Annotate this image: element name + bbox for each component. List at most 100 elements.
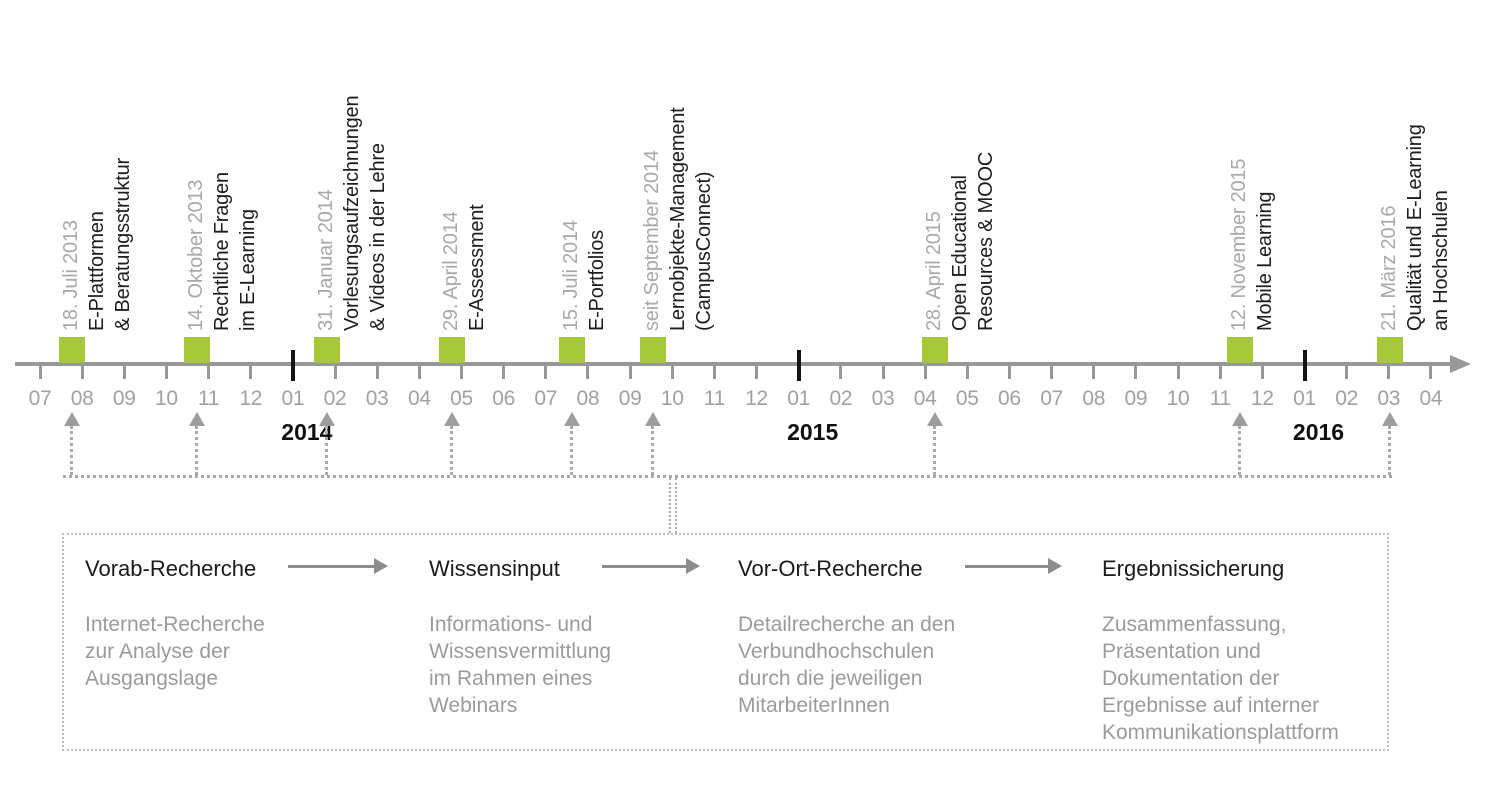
- event-marker: [1377, 337, 1403, 363]
- dotted-arrow-tail: [70, 426, 73, 475]
- event-marker: [1227, 337, 1253, 363]
- month-tick: [38, 366, 42, 379]
- event-label: 18. Juli 2013 E-Plattformen & Beratungsstr…: [58, 158, 136, 331]
- month-label: 08: [576, 387, 600, 410]
- month-label: 12: [1250, 387, 1274, 410]
- month-label: 07: [28, 387, 52, 410]
- event-title-line: Mobile Learning: [1254, 191, 1276, 331]
- month-label: 09: [112, 387, 136, 410]
- phase-arrow-line: [602, 565, 686, 568]
- month-tick: [881, 366, 885, 379]
- up-arrow-icon: [1382, 412, 1398, 426]
- month-label: 03: [1377, 387, 1401, 410]
- month-tick: [628, 366, 632, 379]
- event-title-line: E-Plattformen: [86, 211, 108, 331]
- timeline-axis-arrow-icon: [1450, 355, 1471, 373]
- year-label: 2016: [1292, 419, 1345, 445]
- event-date: 14. Oktober 2013: [185, 179, 207, 331]
- event-label: 15. Juli 2014 E-Portfolios: [558, 220, 610, 331]
- event-marker: [439, 337, 465, 363]
- month-tick: [164, 366, 168, 379]
- up-arrow-icon: [1232, 412, 1248, 426]
- month-tick: [670, 366, 674, 379]
- event-marker: [184, 337, 210, 363]
- month-label: 10: [1166, 387, 1190, 410]
- month-label: 08: [1082, 387, 1106, 410]
- up-arrow-icon: [64, 412, 80, 426]
- event-label: 14. Oktober 2013 Rechtliche Fragen im E-Le…: [183, 172, 261, 331]
- month-label: 04: [407, 387, 431, 410]
- event-title-line: (CampusConnect): [693, 171, 715, 331]
- month-tick: [460, 366, 463, 379]
- dotted-arrow-tail: [1388, 426, 1391, 475]
- up-arrow-icon: [927, 412, 943, 426]
- month-tick: [1218, 366, 1222, 379]
- month-tick: [839, 366, 843, 379]
- event-label: seit September 2014 Lernobjekte-Managemen…: [639, 107, 717, 331]
- month-label: 01: [1293, 387, 1316, 410]
- dotted-arrow-tail: [325, 426, 328, 475]
- month-tick: [586, 366, 590, 379]
- month-label: 02: [323, 387, 347, 410]
- event-label: 12. November 2015 Mobile Learning: [1226, 159, 1278, 331]
- event-title-line: Rechtliche Fragen: [211, 172, 233, 331]
- up-arrow-icon: [564, 412, 580, 426]
- month-label: 12: [745, 387, 768, 410]
- month-label: 09: [618, 387, 642, 410]
- event-date: 21. März 2016: [1378, 205, 1400, 331]
- month-tick: [249, 366, 253, 379]
- event-label: 21. März 2016 Qualität und E-Learning an H…: [1376, 124, 1454, 331]
- month-tick: [712, 366, 716, 379]
- event-title-line: Open Educational: [949, 175, 971, 331]
- month-tick: [1387, 366, 1391, 379]
- month-tick: [1092, 366, 1096, 379]
- month-tick: [1260, 366, 1264, 379]
- dotted-arrow-tail: [933, 426, 936, 475]
- dotted-arrow-tail: [450, 426, 453, 475]
- phase-title: Vorab-Recherche: [85, 556, 257, 581]
- year-tick: [290, 350, 295, 381]
- event-label: 29. April 2014 E-Assessment: [438, 204, 490, 331]
- event-date: 12. November 2015: [1228, 158, 1250, 331]
- month-label: 10: [660, 387, 684, 410]
- phase-arrow-line: [965, 565, 1048, 568]
- dotted-collector-line: [63, 475, 1392, 478]
- month-tick: [375, 366, 379, 379]
- phase-title: Wissensinput: [429, 556, 560, 581]
- event-date: 28. April 2015: [923, 211, 945, 331]
- month-label: 01: [281, 387, 305, 410]
- event-marker: [314, 337, 340, 363]
- event-date: 29. April 2014: [440, 211, 462, 331]
- phase-title: Ergebnissicherung: [1102, 556, 1285, 581]
- month-tick: [122, 366, 126, 379]
- up-arrow-icon: [444, 412, 460, 426]
- month-label: 08: [70, 387, 94, 410]
- event-date: 31. Januar 2014: [315, 189, 337, 331]
- month-label: 03: [871, 387, 895, 410]
- dotted-arrow-tail: [1238, 426, 1241, 475]
- year-label: 2015: [787, 419, 839, 445]
- event-date: 15. Juli 2014: [560, 220, 582, 331]
- month-tick: [417, 366, 421, 379]
- month-tick: [1345, 366, 1349, 379]
- event-marker: [59, 337, 85, 363]
- timeline-axis: [15, 362, 1452, 366]
- month-label: 07: [534, 387, 558, 410]
- event-title-line: Vorlesungsaufzeichnungen: [341, 95, 363, 331]
- month-tick: [333, 366, 337, 379]
- month-label: 10: [155, 387, 178, 410]
- month-tick: [1176, 366, 1180, 379]
- up-arrow-icon: [645, 412, 661, 426]
- month-tick: [1050, 366, 1054, 379]
- event-title-line: & Videos in der Lehre: [367, 143, 389, 331]
- event-title-line: im E-Learning: [237, 209, 259, 331]
- month-label: 06: [492, 387, 516, 410]
- phase-description: Internet-Recherche zur Analyse der Ausga…: [85, 613, 265, 690]
- year-tick: [1302, 350, 1307, 381]
- event-title-line: E-Portfolios: [586, 230, 608, 331]
- event-marker: [922, 337, 948, 363]
- event-marker: [640, 337, 666, 363]
- dotted-funnel-line: [669, 478, 677, 533]
- month-label: 04: [913, 387, 937, 410]
